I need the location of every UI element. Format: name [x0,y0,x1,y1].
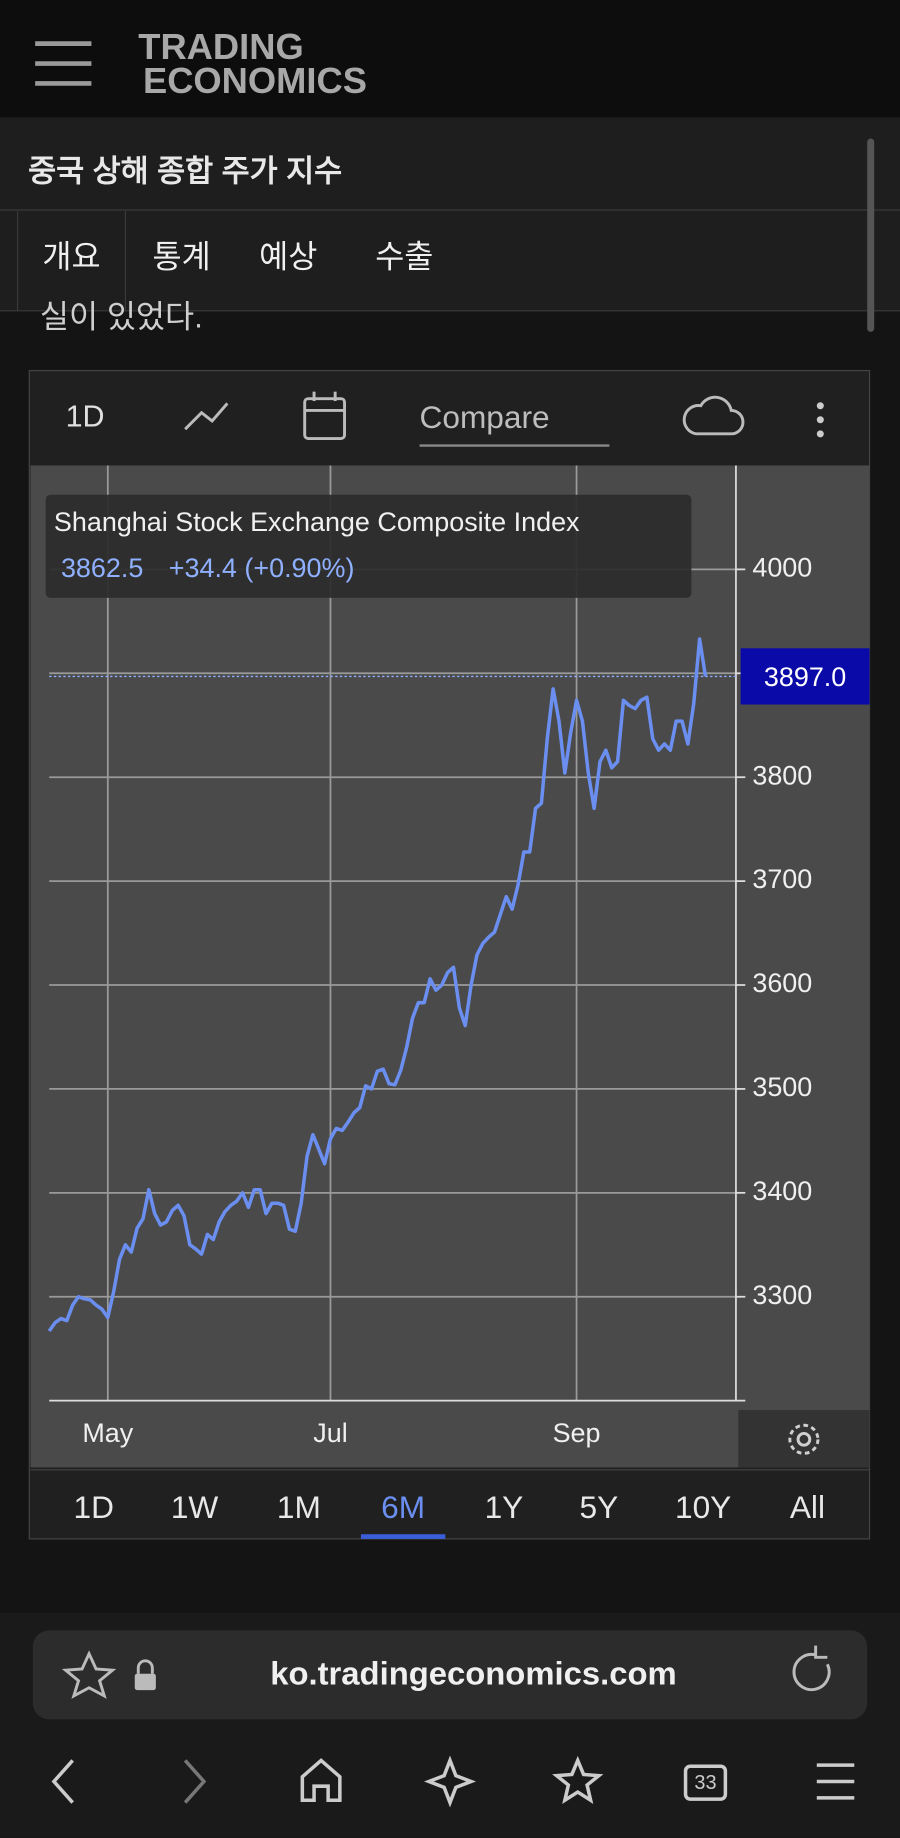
price-label: 3897.0 [764,662,846,692]
tab[interactable]: 예상 [259,239,317,275]
range-button[interactable]: 6M [381,1489,425,1525]
range-button[interactable]: 5Y [579,1489,618,1525]
price-line [47,637,708,1333]
y-tick-label: 3500 [752,1072,812,1102]
logo[interactable]: TRADING [138,26,303,67]
lock-icon [134,1659,156,1691]
more-button[interactable] [816,402,824,438]
compare-input[interactable]: Compare [420,399,550,435]
tooltip-change: +34.4 (+0.90%) [169,553,355,583]
calendar-button[interactable] [303,391,346,440]
range-button[interactable]: All [790,1489,825,1525]
range-underline [360,1534,446,1539]
x-tick-label: Sep [553,1418,601,1448]
x-tick-label: Jul [313,1418,347,1448]
logo[interactable]: ECONOMICS [143,60,367,101]
tabs-button[interactable] [683,1764,728,1801]
menu-button[interactable] [35,41,92,86]
settings-button[interactable] [788,1423,820,1455]
tab[interactable]: 개요 [42,239,100,275]
download-button[interactable] [682,395,745,436]
interval-button[interactable]: 1D [66,400,105,434]
y-tick-label: 4000 [752,553,812,583]
y-tick-label: 3300 [752,1280,812,1310]
body-text: 실이 있었다. [40,298,203,334]
x-tick-label: May [82,1418,133,1448]
range-button[interactable]: 1W [171,1489,219,1525]
forward-button[interactable] [183,1759,207,1804]
bookmark-icon[interactable] [61,1650,117,1699]
reload-button[interactable] [792,1645,831,1691]
page-title: 중국 상해 종합 주가 지수 [28,155,342,189]
ai-button[interactable] [424,1755,476,1808]
tab-count[interactable]: 33 [694,1772,716,1794]
settings-box [738,1410,870,1468]
tab[interactable]: 통계 [153,239,211,275]
y-tick-label: 3800 [752,760,812,790]
scrollbar [867,138,875,332]
plot-area [30,465,870,1468]
back-button[interactable] [51,1759,74,1804]
y-tick-label: 3400 [752,1176,812,1206]
range-button[interactable]: 10Y [675,1489,731,1525]
y-tick-label: 3600 [752,968,812,998]
y-tick-label: 3700 [752,864,812,894]
chart-type-button[interactable] [184,402,229,431]
tab[interactable]: 수출 [375,239,433,275]
price-box [740,648,870,705]
bookmarks-button[interactable] [552,1755,604,1805]
home-button[interactable] [300,1758,342,1803]
range-button[interactable]: 1Y [485,1489,524,1525]
tooltip-title: Shanghai Stock Exchange Composite Index [54,507,580,537]
url-bar[interactable] [32,1630,868,1720]
title-bar [0,117,900,311]
range-button[interactable]: 1M [277,1489,321,1525]
menu-button[interactable] [816,1763,855,1800]
tooltip-value: 3862.5 [61,553,143,583]
header [0,0,900,118]
range-button[interactable]: 1D [74,1489,114,1525]
url[interactable]: ko.tradingeconomics.com [270,1655,676,1692]
tooltip [45,494,692,598]
